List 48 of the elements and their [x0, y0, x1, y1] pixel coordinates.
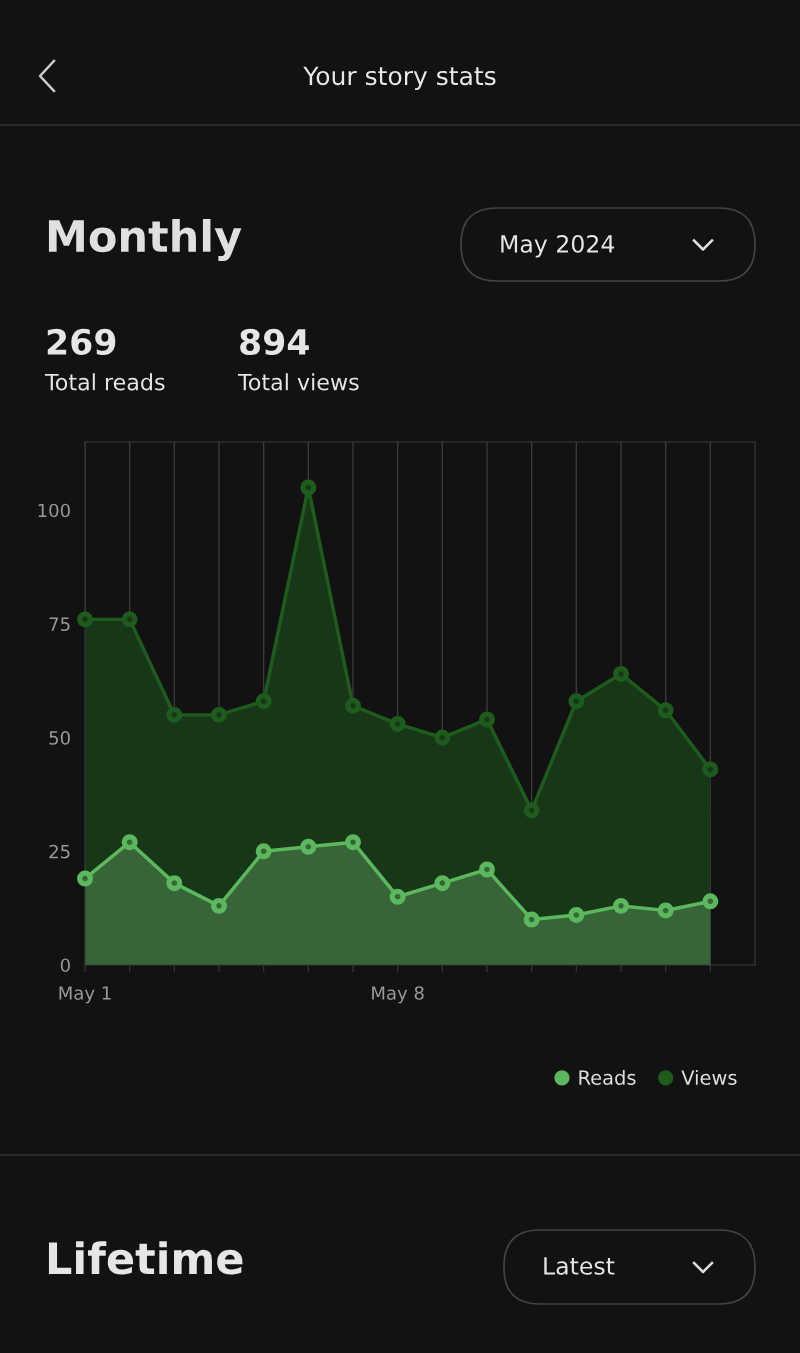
legend-label: Reads: [579, 1069, 636, 1085]
text: May 2024: [501, 234, 615, 258]
point: [77, 870, 93, 887]
point: [479, 861, 495, 878]
point: [434, 729, 451, 746]
point: [568, 906, 585, 923]
point: [211, 897, 227, 914]
point: [77, 611, 93, 628]
point: [300, 838, 317, 855]
chart-title: Your story stats: [303, 66, 496, 91]
point: [434, 875, 451, 892]
legend-label: Views: [681, 1069, 737, 1085]
point: [657, 702, 674, 719]
point: [345, 697, 361, 714]
text: Total views: [237, 373, 359, 391]
point: [345, 834, 361, 851]
point: [657, 902, 674, 919]
y-tick-label: 0: [60, 958, 70, 973]
point: [121, 834, 138, 851]
point: [523, 911, 540, 928]
text: 894: [240, 328, 309, 356]
y-tick-label: 50: [49, 731, 70, 745]
text: Total reads: [44, 373, 165, 391]
y-tick-label: 100: [38, 503, 70, 518]
text: 269: [47, 328, 116, 356]
chart-subtitle: Monthly: [48, 219, 242, 261]
point: [389, 715, 406, 732]
point: [702, 893, 719, 910]
point: [300, 479, 317, 496]
point: [166, 875, 183, 892]
x-tick-label: May 8: [372, 986, 424, 1004]
point: [613, 665, 629, 682]
point: [389, 888, 406, 905]
point: [613, 897, 629, 914]
point: [255, 693, 272, 710]
point: [121, 611, 138, 628]
point: [702, 761, 719, 778]
text: Lifetime: [48, 1241, 243, 1275]
point: [166, 706, 183, 723]
point: [255, 843, 272, 860]
text: Latest: [544, 1257, 615, 1275]
point: [523, 802, 540, 819]
x-tick-label: May 1: [59, 986, 111, 1004]
point: [211, 706, 227, 723]
y-tick-label: 25: [49, 844, 70, 859]
point: [568, 693, 585, 710]
y-tick-label: 75: [49, 617, 70, 632]
point: [479, 711, 495, 728]
